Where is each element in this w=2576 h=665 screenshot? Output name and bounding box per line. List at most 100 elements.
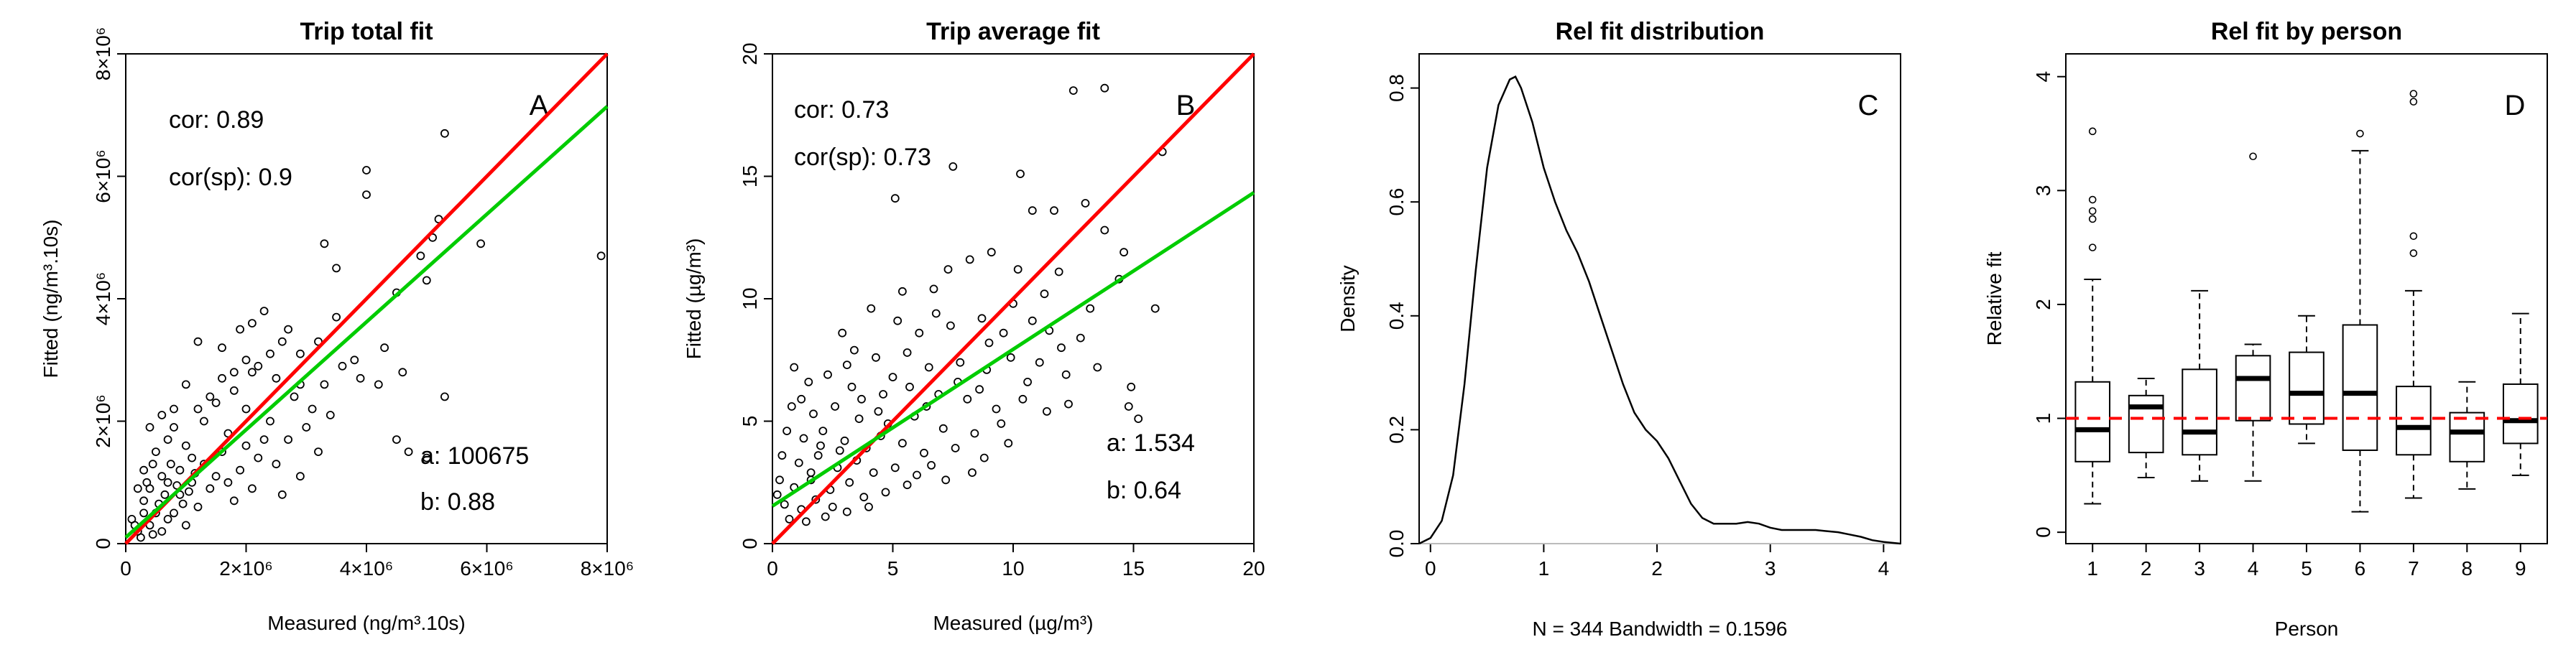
scatter-point [956,358,965,367]
panel-b-axes: 0 5 10 15 20 0 5 10 15 20 [739,42,1265,580]
scatter-point [151,447,160,456]
scatter-point [133,484,142,493]
box-person-7 [2396,90,2432,499]
scatter-point [881,488,890,497]
x-tick-label: 0 [767,557,778,580]
scatter-point [254,361,263,371]
scatter-point [362,190,371,200]
panel-d: Rel fit by person Person Relative fit D … [1983,18,2548,640]
scatter-point [920,448,928,457]
box-outlier [2088,207,2097,215]
scatter-point [1016,169,1025,179]
panel-a-xlabel: Measured (ng/m³.10s) [267,612,465,634]
scatter-point [1050,206,1058,215]
scatter-point [772,490,782,499]
scatter-point [302,423,311,432]
scatter-point [1086,304,1095,313]
panel-b-cor: cor: 0.73 [794,96,889,124]
scatter-point [1057,343,1066,353]
density-curve [1418,75,1901,545]
scatter-point [380,343,389,353]
x-tick-label: 8 [2462,557,2473,580]
scatter-point [362,166,371,175]
scatter-point [872,353,880,362]
x-tick-label: 1 [2087,557,2098,580]
scatter-point [223,478,233,487]
scatter-point [869,468,878,477]
box-outlier [2249,152,2257,161]
scatter-point [314,447,323,456]
x-tick-label: 5 [887,557,899,580]
scatter-point [247,368,257,377]
scatter-point [338,361,347,371]
scatter-point [350,355,359,365]
y-tick-label: 0.2 [1385,416,1408,444]
x-tick-label: 10 [1002,557,1024,580]
scatter-point [259,307,269,316]
scatter-point [847,382,857,391]
scatter-point [1054,267,1063,276]
scatter-point [1040,289,1049,299]
scatter-point [783,427,791,435]
scatter-point [794,458,803,468]
scatter-point [984,338,994,348]
x-tick-label: 15 [1122,557,1145,580]
box-iqr [2449,411,2485,462]
scatter-point [1023,378,1032,386]
scatter-point [272,373,281,383]
scatter-point [247,484,257,493]
scatter-point [965,255,974,264]
y-tick-label: 4 [2032,71,2054,83]
scatter-point [879,390,887,399]
scatter-point [148,460,157,469]
scatter-point [818,427,828,435]
scatter-point [236,465,245,475]
x-tick-label: 3 [1765,557,1776,580]
scatter-point [374,380,383,389]
y-tick-label: 0 [92,538,114,549]
panel-a-axes: 0 2×10⁶ 4×10⁶ 6×10⁶ 8×10⁶ 0 2×10⁶ 4×10⁶ 6×10⁶ 8×1… [92,27,634,580]
scatter-point [975,385,984,394]
scatter-point [840,436,849,445]
scatter-point [193,337,203,346]
scatter-point [1035,358,1044,367]
panel-b-title: Trip average fit [926,18,1100,45]
panel-b-corsp: cor(sp): 0.73 [794,144,931,171]
scatter-point [1150,304,1160,313]
x-tick-label: 2 [2141,557,2152,580]
scatter-point [241,441,251,450]
panel-d-ylabel: Relative fit [1983,251,2005,345]
scatter-point [284,325,293,334]
scatter-point [440,129,449,138]
x-tick-label: 20 [1242,557,1265,580]
x-tick-label: 2×10⁶ [219,557,273,580]
box-iqr [2182,368,2217,456]
panel-a-coef-a: a: 100675 [420,442,529,470]
scatter-point [1018,394,1028,404]
identity-line [771,52,1255,545]
scatter-point [266,349,274,358]
scatter-point [320,380,329,389]
scatter-point [943,265,953,274]
panel-b-coef-a: a: 1.534 [1107,429,1195,457]
scatter-point [775,475,784,485]
panel-d-axes: 0 1 2 3 4 1 2 3 4 5 6 7 8 9 [2032,71,2526,580]
box-person-5 [2289,315,2325,445]
scatter-point [241,355,251,365]
scatter-point [326,411,335,419]
x-tick-label: 3 [2194,557,2205,580]
scatter-point [277,490,287,499]
y-tick-label: 0 [2032,526,2054,538]
scatter-point [404,447,413,456]
scatter-point [163,435,172,444]
scatter-point [987,248,996,257]
box-iqr [2289,351,2325,425]
x-tick-label: 7 [2408,557,2419,580]
scatter-point [247,319,257,328]
scatter-point [266,417,274,426]
scatter-point [777,451,787,460]
panel-b-lines [771,52,1255,545]
y-tick-label: 10 [739,287,761,310]
scatter-point [802,517,811,526]
y-tick-label: 4×10⁶ [92,272,114,326]
